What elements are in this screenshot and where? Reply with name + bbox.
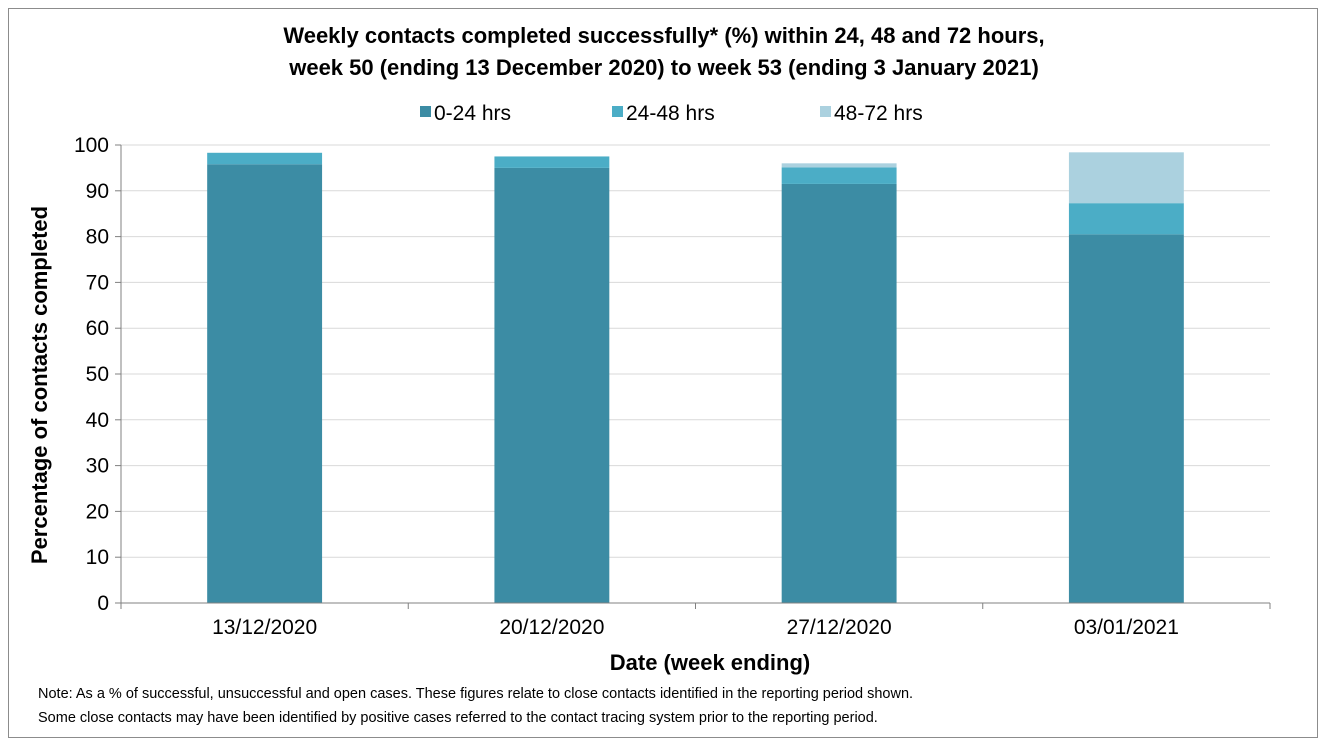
y-tick-labels: 0 10 20 30 40 50 60 70 80 90 100 — [74, 134, 109, 615]
chart-note: Note: As a % of successful, unsuccessful… — [38, 682, 1308, 730]
x-tick-label: 27/12/2020 — [787, 616, 892, 639]
legend-label: 24-48 hrs — [626, 102, 715, 125]
bar-segment-series-2 — [1068, 203, 1184, 235]
bar-segment-series-1 — [207, 164, 323, 603]
bar-segment-series-1 — [781, 183, 897, 603]
chart-subtitle: week 50 (ending 13 December 2020) to wee… — [288, 55, 1039, 80]
x-tick-labels: 13/12/2020 20/12/2020 27/12/2020 03/01/2021 — [212, 616, 1179, 639]
legend-label: 0-24 hrs — [434, 102, 511, 125]
x-axis-label: Date (week ending) — [610, 650, 810, 675]
y-tick-label: 60 — [86, 317, 109, 340]
bar-segment-series-2 — [494, 156, 610, 168]
note-line-2: Some close contacts may have been identi… — [38, 710, 878, 726]
y-tick-label: 90 — [86, 180, 109, 203]
y-tick-label: 50 — [86, 363, 109, 386]
y-tick-label: 70 — [86, 271, 109, 294]
axes — [115, 144, 1271, 609]
x-tick-label: 03/01/2021 — [1074, 616, 1179, 639]
y-tick-label: 0 — [97, 592, 109, 615]
y-tick-label: 20 — [86, 500, 109, 523]
bar-segment-series-2 — [781, 167, 897, 184]
y-tick-label: 30 — [86, 455, 109, 478]
bars — [207, 152, 1184, 603]
y-tick-label: 40 — [86, 409, 109, 432]
bar-segment-series-3 — [781, 163, 897, 168]
x-tick-label: 13/12/2020 — [212, 616, 317, 639]
chart-legend: 0-24 hrs 24-48 hrs 48-72 hrs — [420, 102, 923, 125]
note-line-1: Note: As a % of successful, unsuccessful… — [38, 686, 914, 702]
y-tick-label: 80 — [86, 226, 109, 249]
bar-segment-series-1 — [494, 167, 610, 603]
x-tick-label: 20/12/2020 — [499, 616, 604, 639]
y-axis-label: Percentage of contacts completed — [27, 206, 52, 564]
legend-swatch — [612, 106, 623, 117]
y-tick-label: 10 — [86, 546, 109, 569]
legend-label: 48-72 hrs — [834, 102, 923, 125]
chart-title: Weekly contacts completed successfully* … — [283, 23, 1044, 48]
y-tick-label: 100 — [74, 134, 109, 157]
legend-swatch — [420, 106, 431, 117]
bar-segment-series-2 — [207, 152, 323, 165]
bar-segment-series-3 — [1068, 152, 1184, 204]
legend-swatch — [820, 106, 831, 117]
bar-segment-series-1 — [1068, 234, 1184, 603]
